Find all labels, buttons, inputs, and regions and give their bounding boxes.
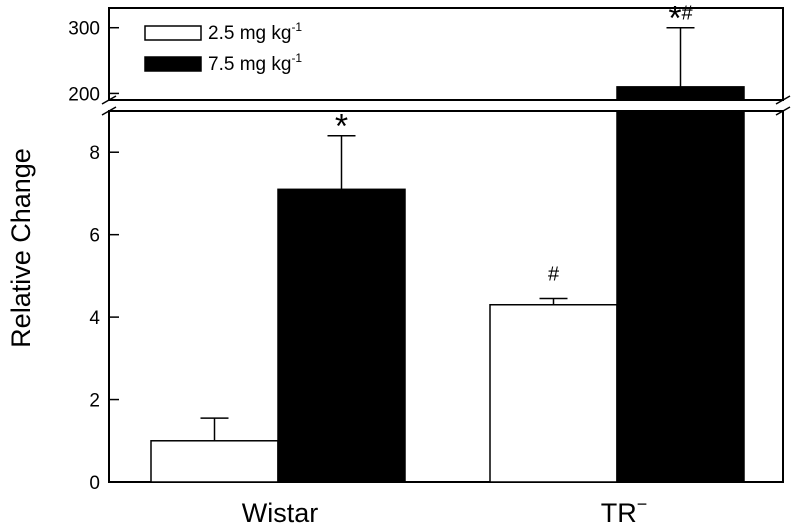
legend-swatch-series2	[144, 56, 202, 72]
significance-marker-tr-series2: *#	[668, 0, 693, 38]
legend-label-series2: 7.5 mg kg-1	[208, 51, 302, 75]
y-tick-label-0: 0	[89, 473, 100, 494]
legend-label-series1: 2.5 mg kg-1	[208, 20, 302, 44]
axis-break-mark-left-lower	[101, 106, 117, 116]
axis-break-mark-right-lower	[775, 106, 791, 116]
significance-marker-wistar-series2: *	[335, 108, 348, 146]
y-tick-label-4: 4	[89, 308, 100, 329]
x-category-label-tr: TR−	[601, 494, 648, 528]
y-axis-label: Relative Change	[6, 148, 36, 348]
significance-marker-tr-series1: #	[548, 264, 560, 286]
y-tick-label-6: 6	[89, 226, 100, 247]
x-category-label-wistar: Wistar	[242, 498, 319, 528]
ticks-layer: 0 2 4 6 8 200 300	[68, 19, 119, 494]
y-tick-label-8: 8	[89, 143, 100, 164]
y-tick-label-200: 200	[68, 84, 100, 105]
lower-panel-frame	[108, 110, 784, 483]
bar-wistar-series1	[150, 440, 279, 483]
y-tick-label-2: 2	[89, 391, 100, 412]
bar-tr-series1	[489, 303, 618, 483]
legend-swatch-series1	[144, 25, 202, 41]
upper-panel-frame	[108, 7, 784, 101]
legend: 2.5 mg kg-1 7.5 mg kg-1	[144, 20, 302, 75]
bar-wistar-series2	[277, 188, 406, 483]
y-tick-label-300: 300	[68, 19, 100, 40]
axis-break-mark-right-upper	[775, 95, 791, 105]
axis-break-gap	[103, 101, 793, 110]
bar-tr-series2	[616, 86, 745, 483]
bars-layer: # * *#	[150, 0, 745, 483]
axis-break-mark-left-upper	[101, 95, 117, 105]
axis-break-marks	[101, 95, 793, 116]
